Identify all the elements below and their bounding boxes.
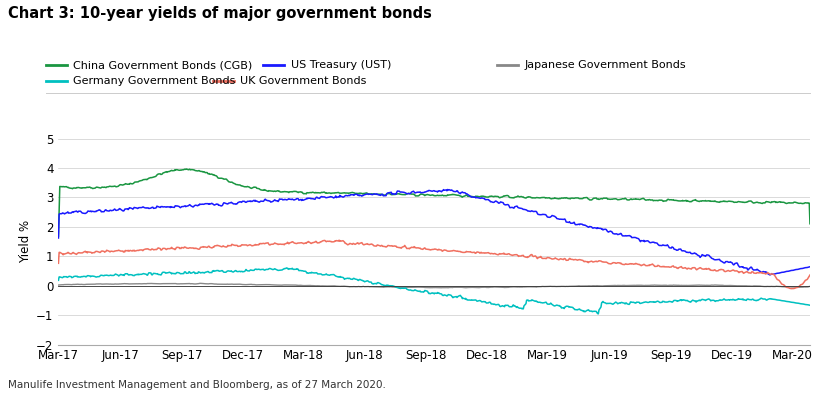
Text: Japanese Government Bonds: Japanese Government Bonds (524, 60, 686, 70)
Text: UK Government Bonds: UK Government Bonds (240, 76, 367, 86)
Text: China Government Bonds (CGB): China Government Bonds (CGB) (73, 60, 253, 70)
Text: Manulife Investment Management and Bloomberg, as of 27 March 2020.: Manulife Investment Management and Bloom… (8, 380, 387, 390)
Y-axis label: Yield %: Yield % (19, 220, 32, 263)
Text: Chart 3: 10-year yields of major government bonds: Chart 3: 10-year yields of major governm… (8, 6, 433, 21)
Text: Germany Government Bonds: Germany Government Bonds (73, 76, 235, 86)
Text: US Treasury (UST): US Treasury (UST) (291, 60, 391, 70)
